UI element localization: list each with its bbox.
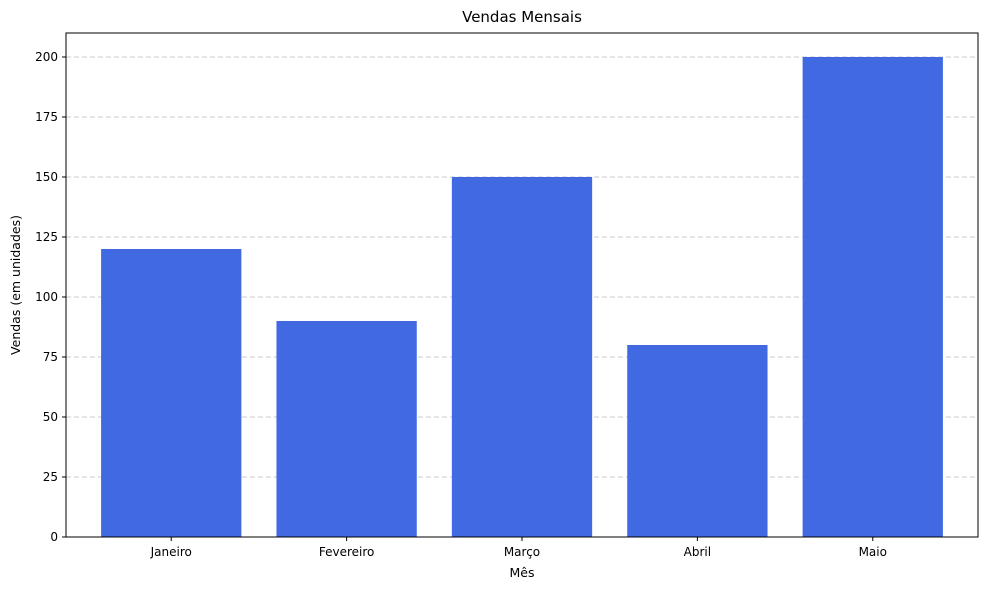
bar <box>276 321 417 537</box>
bar <box>451 177 593 537</box>
y-tick-label: 75 <box>43 350 58 364</box>
y-axis-ticks: 0 25 50 75 100 125 150 175 200 <box>35 50 66 544</box>
y-tick-label: 50 <box>43 410 58 424</box>
x-tick-label: Maio <box>859 545 887 559</box>
y-tick-label: 200 <box>35 50 58 64</box>
x-axis-label: Mês <box>510 565 535 580</box>
y-tick-label: 175 <box>35 110 58 124</box>
bar <box>101 249 242 537</box>
x-tick-label: Fevereiro <box>319 545 375 559</box>
bars <box>101 57 943 537</box>
y-tick-label: 25 <box>43 470 58 484</box>
x-tick-label: Janeiro <box>150 545 192 559</box>
y-axis-label: Vendas (em unidades) <box>8 215 23 355</box>
y-tick-label: 150 <box>35 170 58 184</box>
y-tick-label: 100 <box>35 290 58 304</box>
chart-title: Vendas Mensais <box>462 8 582 26</box>
x-tick-label: Março <box>504 545 540 559</box>
bar <box>802 57 943 537</box>
bar <box>627 345 768 537</box>
x-axis-ticks: Janeiro Fevereiro Março Abril Maio <box>150 537 887 559</box>
y-tick-label: 0 <box>50 530 58 544</box>
x-tick-label: Abril <box>684 545 711 559</box>
y-tick-label: 125 <box>35 230 58 244</box>
